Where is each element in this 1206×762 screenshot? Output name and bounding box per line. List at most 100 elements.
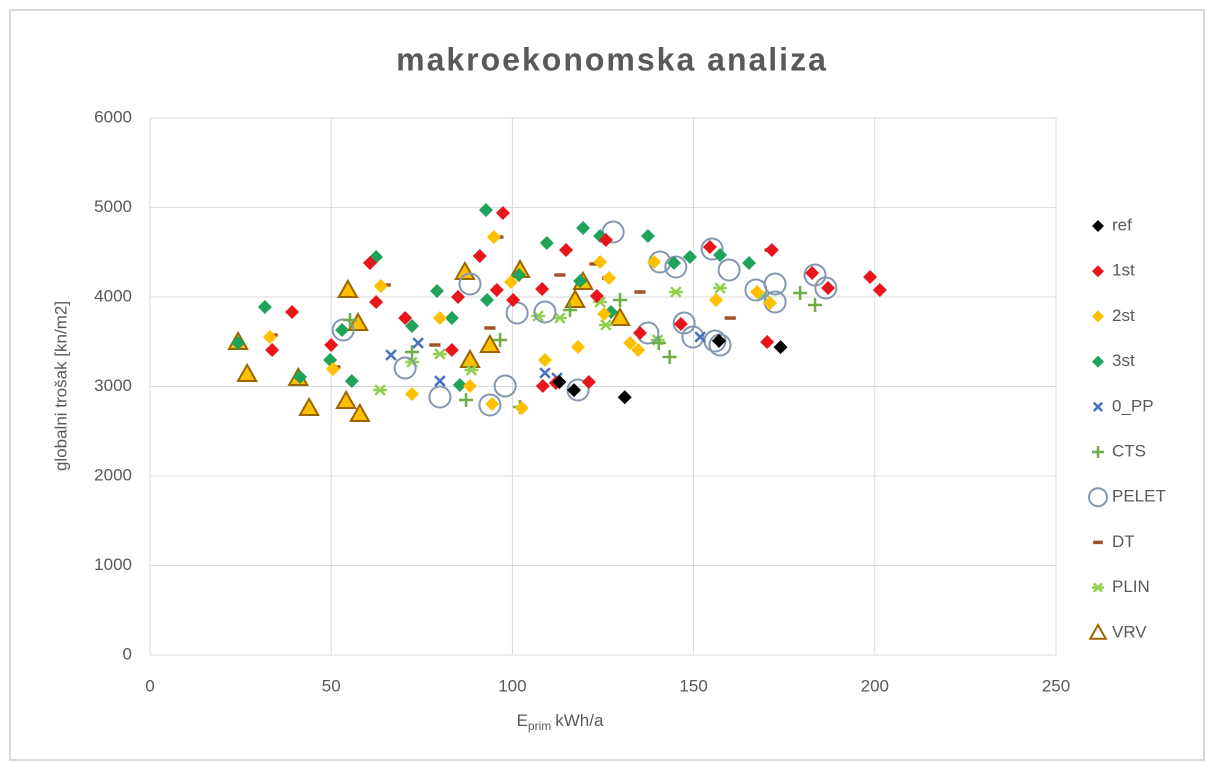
point [631, 342, 646, 357]
legend-label: PLIN [1112, 577, 1150, 596]
point [598, 319, 613, 331]
point [552, 312, 567, 324]
point [814, 276, 838, 300]
point [398, 311, 413, 326]
x-axis-label-sub: prim [528, 719, 551, 733]
point [793, 285, 808, 300]
point [506, 292, 521, 307]
y-tick-label: 5000 [94, 197, 132, 216]
point [265, 342, 280, 357]
point [451, 290, 466, 304]
legend-label: 3st [1112, 351, 1135, 370]
point [503, 274, 518, 289]
point [694, 331, 706, 343]
point [863, 270, 878, 285]
point [563, 302, 578, 317]
point [337, 278, 359, 299]
chart-title: makroekonomska analiza [396, 41, 828, 77]
x-tick-label: 250 [1042, 676, 1070, 695]
point [535, 378, 550, 393]
point [486, 230, 501, 245]
point [573, 273, 588, 288]
point [444, 311, 459, 326]
point [651, 336, 666, 351]
point [432, 348, 447, 360]
point [369, 295, 384, 310]
point [763, 295, 778, 310]
point [324, 337, 339, 352]
point [564, 288, 586, 308]
legend-marker [1092, 355, 1104, 368]
point [713, 282, 728, 294]
legend-label: VRV [1112, 622, 1147, 641]
point [640, 228, 655, 243]
legend-marker [1092, 220, 1104, 232]
point [763, 272, 787, 296]
point [667, 255, 682, 270]
point [664, 255, 688, 279]
y-tick-label: 1000 [94, 555, 132, 574]
y-tick-label: 0 [123, 644, 132, 663]
point [493, 332, 508, 347]
x-axis-label-unit: kWh/a [555, 711, 604, 730]
point [493, 374, 517, 398]
point [552, 375, 567, 390]
legend-marker [1092, 265, 1104, 278]
point [535, 282, 550, 297]
point [444, 342, 459, 357]
point [478, 203, 493, 218]
point [539, 236, 554, 251]
point [559, 243, 574, 258]
point [373, 384, 388, 396]
x-axis-label-main: E [517, 711, 528, 730]
point [821, 281, 836, 296]
point [700, 237, 724, 261]
x-tick-label: 50 [322, 676, 341, 695]
point [598, 232, 613, 247]
x-tick-label: 150 [679, 676, 707, 695]
point [702, 240, 717, 255]
point [326, 361, 341, 376]
point [405, 345, 420, 360]
point [709, 292, 724, 307]
point [533, 300, 557, 324]
legend-label: 0_PP [1112, 396, 1154, 415]
chart-frame [9, 9, 1205, 761]
point [362, 255, 377, 270]
point [647, 255, 662, 270]
legend-label: ref [1112, 215, 1132, 234]
point [472, 249, 487, 264]
point [452, 377, 467, 392]
point [428, 385, 452, 409]
x-tick-label: 0 [145, 676, 154, 695]
point [393, 356, 417, 380]
point [480, 292, 495, 307]
point [412, 337, 424, 349]
x-axis-label: Eprim kWh/a [517, 711, 604, 733]
legend-marker [1092, 582, 1104, 593]
legend-label: CTS [1112, 441, 1146, 460]
legend-label: 1st [1112, 261, 1135, 280]
point [613, 292, 628, 307]
point [597, 307, 612, 322]
point [373, 278, 388, 293]
legend-marker [1092, 310, 1104, 323]
point [434, 375, 446, 387]
legend-marker [1092, 446, 1104, 458]
point [454, 260, 476, 281]
point [682, 249, 697, 264]
point [713, 248, 728, 263]
point [285, 305, 300, 320]
point [717, 258, 741, 282]
point [495, 205, 510, 220]
point [479, 333, 501, 353]
point [805, 266, 820, 281]
point [681, 325, 705, 349]
point [589, 289, 604, 304]
point [335, 323, 350, 338]
point [773, 340, 788, 355]
y-tick-label: 2000 [94, 465, 132, 484]
point [489, 283, 504, 298]
point [760, 335, 775, 350]
